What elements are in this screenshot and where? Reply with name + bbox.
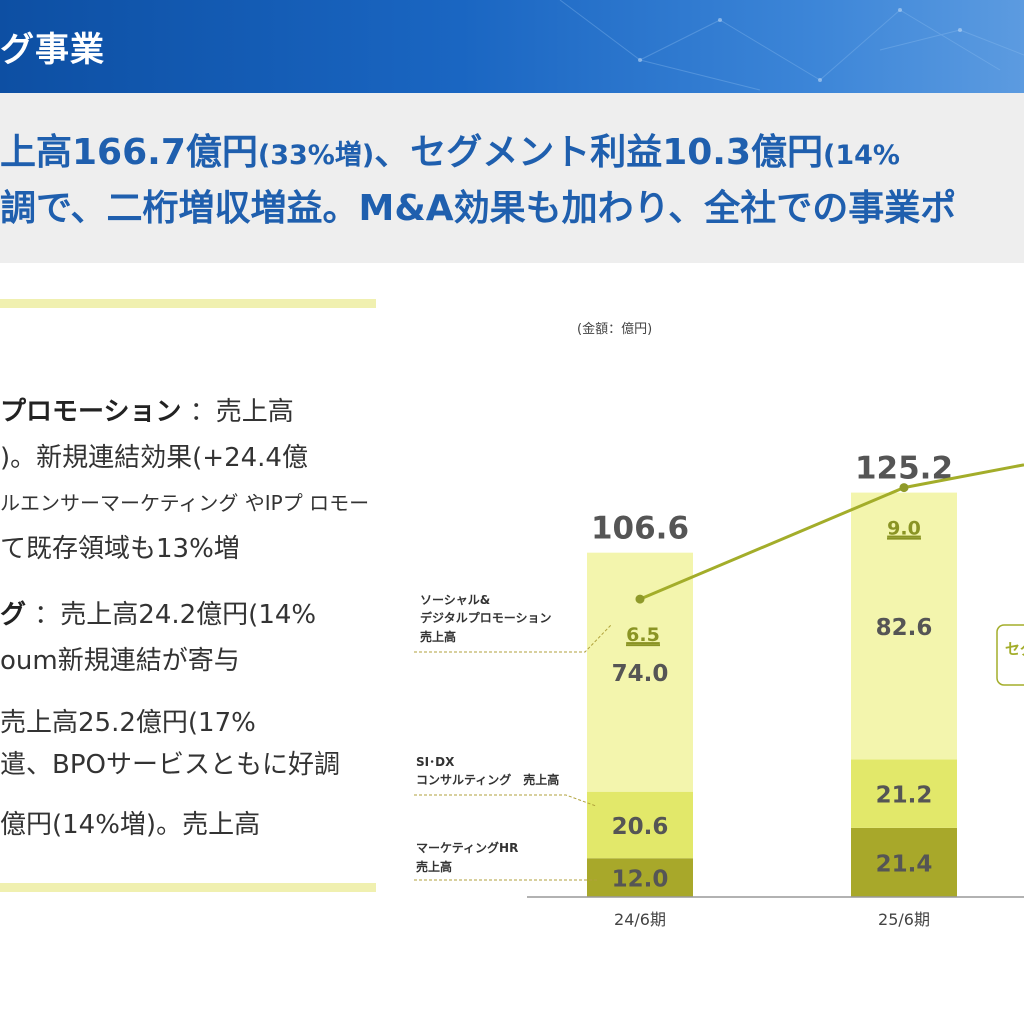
segment-name: プロモーション [0, 397, 182, 427]
body-line-9: 億円(14%増)。売上高 [0, 810, 261, 840]
body-line-5: グ ：売上高24.2億円(14% [0, 594, 316, 631]
body-text: ：売上高24.2億円(14% [34, 600, 317, 630]
data-label: 82.6 [876, 615, 933, 641]
bar-segment [587, 552, 693, 792]
summary-text: 、セグメント利益10.3億円 [374, 132, 824, 173]
body-line-4: て既存領域も13%増 [0, 534, 240, 564]
header-banner: グ事業 [0, 0, 1024, 93]
data-label: 21.4 [876, 851, 933, 877]
body-line-1: プロモーション ：売上高 [0, 391, 294, 428]
x-tick-label: 25/6期 [878, 910, 930, 929]
legend-label: コンサルティング 売上高 [416, 772, 559, 787]
divider-bottom [0, 883, 376, 892]
divider-top [0, 299, 376, 308]
legend-leader [414, 794, 597, 807]
bar-segment [851, 759, 957, 828]
summary-box: 上高166.7億円(33%増)、セグメント利益10.3億円(14% 調で、二桁増… [0, 93, 1024, 263]
x-tick-label: 24/6期 [614, 910, 666, 929]
summary-text: (33%増) [257, 140, 375, 171]
summary-line-2: 調で、二桁増収増益。M&A効果も加わり、全社での事業ポ [0, 188, 957, 229]
total-label: 106.6 [591, 511, 689, 547]
unit-label: (金額：億円) [577, 321, 652, 337]
profit-legend-box [996, 624, 1024, 686]
summary-text: 上高166.7億円 [0, 132, 258, 173]
bar-segment [851, 827, 957, 897]
legend-label: デジタルプロモーション [420, 610, 552, 625]
legend-leader [414, 624, 612, 653]
legend-label: 売上高 [416, 859, 452, 874]
legend-label: 売上高 [420, 629, 456, 644]
page-title: グ事業 [0, 30, 105, 70]
summary-text: (14% [823, 140, 900, 171]
data-label: 74.0 [612, 661, 669, 687]
bar-segment [587, 858, 693, 897]
body-line-7: 売上高25.2億円(17% [0, 708, 256, 738]
profit-legend-label: セグ [1005, 640, 1024, 658]
profit-label: 6.5 [626, 624, 660, 646]
body-line-8: 遣、BPOサービスともに好調 [0, 750, 340, 780]
data-label: 12.0 [612, 867, 669, 893]
segment-name: グ [0, 600, 27, 630]
profit-label: 9.0 [887, 518, 921, 540]
bar-segment [587, 791, 693, 859]
bar-segment [851, 492, 957, 760]
legend-label: ソーシャル& [420, 593, 490, 607]
body-text: ：売上高 [189, 397, 294, 427]
summary-line-1: 上高166.7億円(33%増)、セグメント利益10.3億円(14% [0, 123, 900, 175]
body-line-3: ルエンサーマーケティング やIPプ ロモー [0, 491, 370, 515]
data-label: 20.6 [612, 814, 669, 840]
profit-point [635, 594, 645, 604]
legend-label: マーケティングHR [416, 840, 518, 855]
profit-point [899, 483, 909, 493]
profit-line [639, 463, 1024, 601]
legend-label: SI･DX [416, 755, 455, 769]
network-pattern [559, 0, 1024, 91]
data-label: 21.2 [876, 783, 933, 809]
body-line-2: )。新規連結効果(+24.4億 [0, 443, 308, 473]
body-line-6: oum新規連結が寄与 [0, 646, 240, 676]
